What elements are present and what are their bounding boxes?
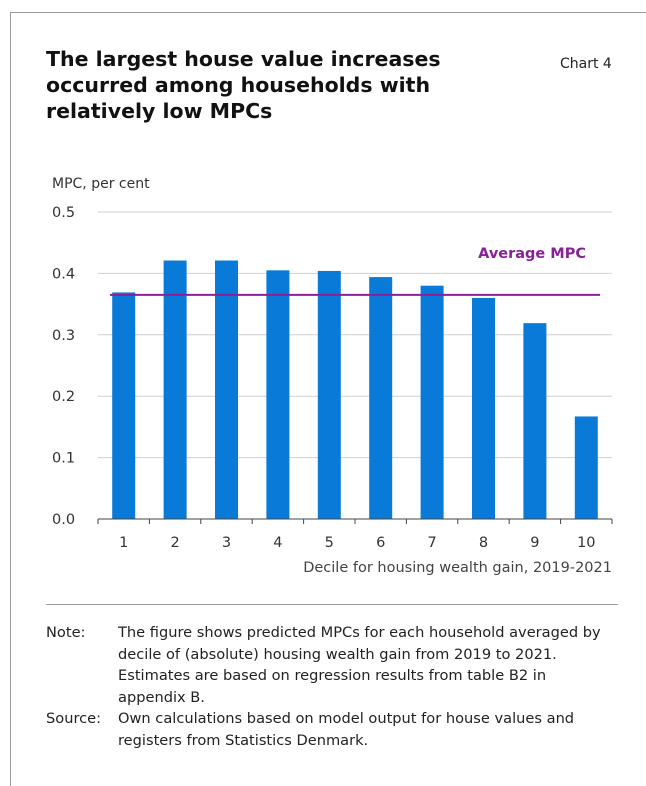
note-row: Note: The figure shows predicted MPCs fo…: [46, 622, 636, 708]
x-tick-label: 7: [427, 535, 436, 551]
x-axis-label: Decile for housing wealth gain, 2019-202…: [303, 560, 612, 576]
bar: [317, 270, 341, 519]
top-border: [10, 12, 646, 13]
x-tick-label: 6: [376, 535, 385, 551]
separator: [46, 604, 618, 605]
y-tick-label: 0.4: [52, 266, 75, 282]
bar: [523, 323, 547, 519]
bar: [266, 270, 290, 519]
note-label: Note:: [46, 624, 86, 641]
y-tick-label: 0.5: [52, 205, 75, 221]
bar: [163, 260, 187, 519]
y-tick-label: 0.0: [52, 512, 75, 528]
y-tick-label: 0.1: [52, 451, 75, 467]
y-axis-label: MPC, per cent: [52, 176, 150, 192]
note-text: The figure shows predicted MPCs for each…: [118, 624, 601, 706]
source-label: Source:: [46, 710, 102, 727]
bar: [112, 292, 136, 519]
bar-chart: 0.0 0.1 0.2 0.3 0.4 0.5 1 2 3 4 5 6 7 8 9 10 Decile for …: [52, 205, 613, 576]
average-label: Average MPC: [478, 246, 586, 262]
x-tick-label: 9: [530, 535, 539, 551]
left-border: [10, 12, 11, 786]
x-tick-label: 4: [273, 535, 282, 551]
bar: [574, 416, 598, 519]
bar: [215, 260, 238, 519]
x-tick-label: 2: [170, 535, 179, 551]
bar: [472, 297, 495, 519]
x-tick-label: 3: [222, 535, 231, 551]
chart-number: Chart 4: [560, 56, 612, 72]
y-tick-label: 0.2: [52, 389, 75, 405]
x-tick-label: 10: [577, 535, 595, 551]
x-tick-label: 8: [479, 535, 488, 551]
bar: [369, 277, 393, 519]
x-tick-label: 1: [119, 535, 128, 551]
chart-title: The largest house value increases occurr…: [46, 47, 441, 123]
x-tick-label: 5: [325, 535, 334, 551]
y-tick-label: 0.3: [52, 328, 75, 344]
source-row: Source: Own calculations based on model …: [46, 708, 636, 751]
bar: [420, 285, 444, 519]
source-text: Own calculations based on model output f…: [118, 710, 575, 749]
notes-block: Note: The figure shows predicted MPCs fo…: [46, 622, 636, 751]
